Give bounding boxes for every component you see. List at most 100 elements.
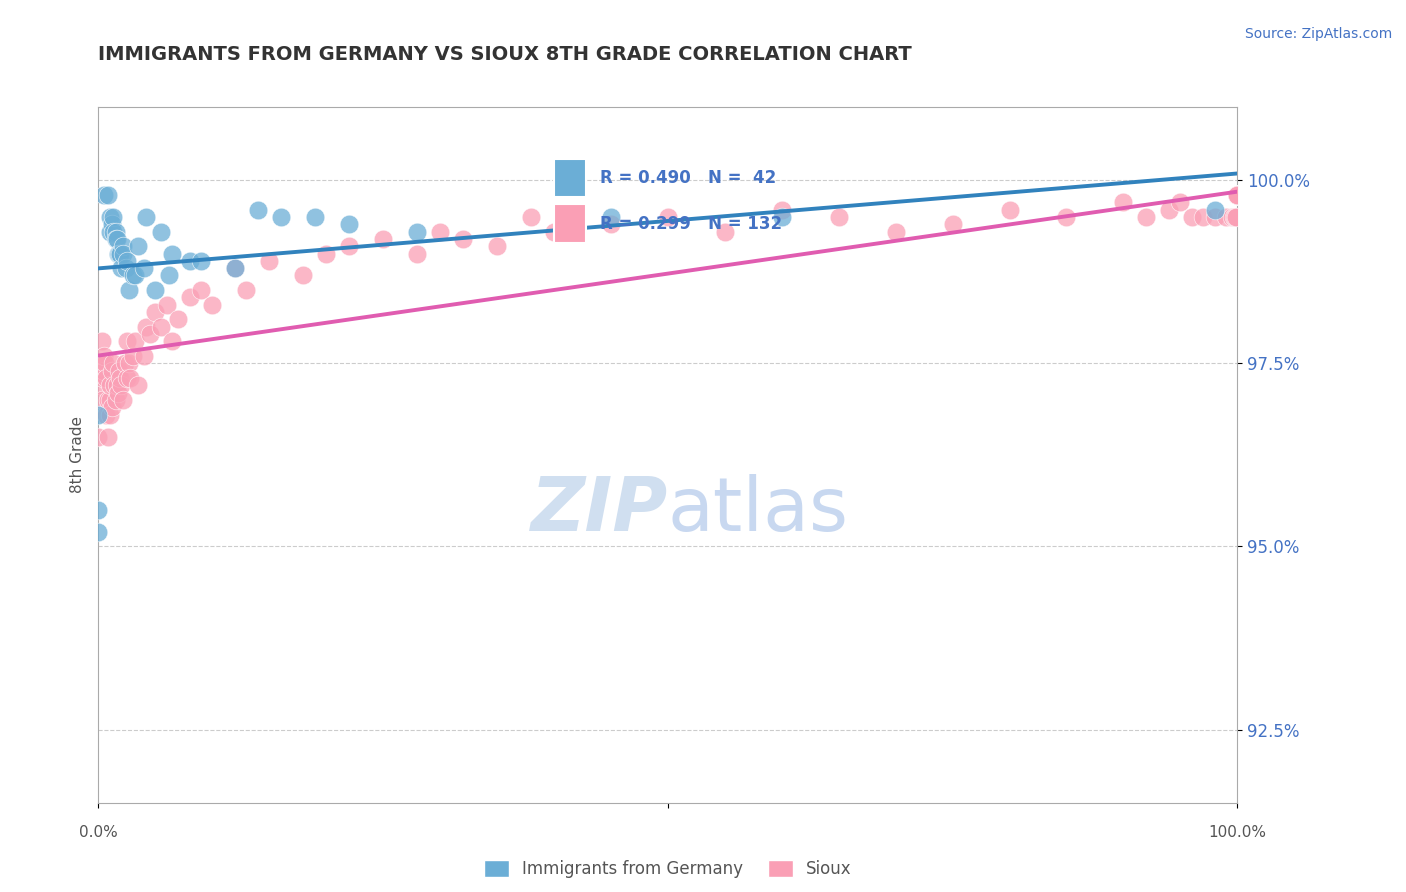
Point — [96, 188, 118, 202]
Point — [1225, 210, 1247, 224]
Point — [942, 217, 965, 231]
Text: ZIP: ZIP — [530, 474, 668, 547]
Point — [114, 261, 136, 276]
Point — [103, 225, 125, 239]
Point — [115, 253, 138, 268]
Point — [179, 290, 201, 304]
Point — [145, 283, 167, 297]
Point — [112, 392, 135, 407]
Point — [87, 524, 110, 539]
Point — [486, 239, 509, 253]
Point — [884, 225, 907, 239]
Point — [1226, 188, 1249, 202]
Point — [714, 225, 737, 239]
Point — [543, 225, 565, 239]
Point — [1192, 210, 1215, 224]
Point — [150, 319, 173, 334]
Point — [108, 246, 131, 260]
Point — [451, 232, 474, 246]
Point — [96, 371, 118, 385]
Point — [1226, 188, 1249, 202]
Point — [1054, 210, 1078, 224]
Point — [1226, 188, 1249, 202]
Point — [429, 225, 451, 239]
Point — [98, 378, 121, 392]
Point — [120, 371, 142, 385]
Point — [179, 253, 201, 268]
Point — [108, 246, 131, 260]
Text: 0.0%: 0.0% — [79, 825, 118, 840]
Point — [110, 378, 132, 392]
Point — [162, 334, 184, 349]
Point — [162, 246, 184, 260]
Point — [520, 210, 543, 224]
Point — [1223, 210, 1246, 224]
Text: atlas: atlas — [668, 474, 849, 547]
Point — [1226, 188, 1249, 202]
Point — [1220, 210, 1243, 224]
Text: 100.0%: 100.0% — [1208, 825, 1267, 840]
Point — [1215, 210, 1237, 224]
Point — [1226, 188, 1249, 202]
Point — [1226, 188, 1249, 202]
Point — [93, 364, 115, 378]
Point — [406, 225, 429, 239]
Point — [105, 378, 128, 392]
Point — [96, 408, 118, 422]
Point — [101, 217, 124, 231]
Point — [1204, 210, 1226, 224]
Point — [1157, 202, 1180, 217]
Point — [1226, 188, 1249, 202]
Point — [371, 232, 394, 246]
Point — [828, 210, 851, 224]
Point — [87, 503, 110, 517]
Point — [124, 268, 146, 283]
Point — [98, 225, 121, 239]
Point — [657, 210, 679, 224]
Point — [1226, 188, 1249, 202]
Point — [1226, 188, 1249, 202]
Point — [90, 392, 112, 407]
Point — [1226, 188, 1249, 202]
Point — [1226, 188, 1249, 202]
Point — [1226, 188, 1249, 202]
Point — [121, 268, 143, 283]
Point — [1226, 188, 1249, 202]
Point — [96, 392, 118, 407]
Point — [1226, 188, 1249, 202]
Point — [110, 261, 132, 276]
Text: R = 0.299   N = 132: R = 0.299 N = 132 — [599, 215, 782, 233]
Text: R = 0.490   N =  42: R = 0.490 N = 42 — [599, 169, 776, 187]
Point — [1170, 195, 1192, 210]
Point — [337, 217, 360, 231]
Point — [1226, 188, 1249, 202]
Point — [770, 210, 793, 224]
Point — [89, 378, 111, 392]
Point — [259, 253, 281, 268]
Point — [1226, 188, 1249, 202]
Point — [1226, 188, 1249, 202]
Point — [1226, 188, 1249, 202]
Point — [103, 378, 125, 392]
Point — [98, 210, 121, 224]
Point — [1223, 210, 1246, 224]
Point — [132, 349, 155, 363]
Point — [406, 246, 429, 260]
Legend: Immigrants from Germany, Sioux: Immigrants from Germany, Sioux — [477, 854, 859, 885]
Point — [1226, 188, 1249, 202]
Point — [118, 283, 141, 297]
Point — [1226, 188, 1249, 202]
Point — [101, 364, 124, 378]
Point — [1135, 210, 1157, 224]
Point — [1226, 188, 1249, 202]
Point — [304, 210, 326, 224]
Point — [1226, 188, 1249, 202]
Point — [103, 356, 125, 370]
Point — [1226, 188, 1249, 202]
Point — [292, 268, 315, 283]
Point — [315, 246, 337, 260]
Point — [1226, 188, 1249, 202]
Point — [90, 334, 112, 349]
Point — [1226, 188, 1249, 202]
Point — [770, 202, 793, 217]
